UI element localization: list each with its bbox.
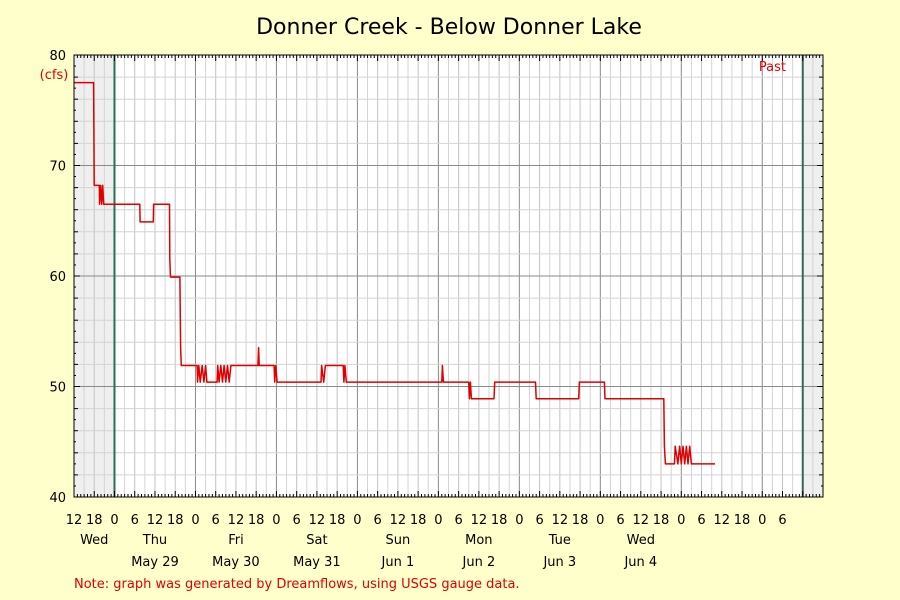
past-label: Past [759, 60, 786, 75]
x-tick-label: 0 [677, 513, 685, 528]
date-label: Jun 2 [462, 555, 496, 570]
y-tick-label: 60 [49, 270, 66, 285]
day-name-label: Wed [627, 533, 655, 548]
date-label: Jun 3 [542, 555, 576, 570]
y-tick-label: 70 [49, 160, 66, 175]
x-tick-label: 18 [86, 513, 103, 528]
x-tick-label: 6 [212, 513, 220, 528]
day-name-label: Thu [142, 533, 167, 548]
x-tick-label: 12 [390, 513, 407, 528]
x-tick-label: 0 [515, 513, 523, 528]
day-name-label: Tue [548, 533, 571, 548]
x-tick-label: 18 [491, 513, 508, 528]
x-tick-label: 18 [167, 513, 184, 528]
x-tick-label: 0 [758, 513, 766, 528]
x-tick-label: 6 [374, 513, 382, 528]
x-tick-label: 18 [572, 513, 589, 528]
x-tick-label: 0 [596, 513, 604, 528]
date-label: Jun 4 [623, 555, 657, 570]
day-name-label: Mon [465, 533, 492, 548]
x-tick-label: 12 [147, 513, 164, 528]
day-name-label: Sun [386, 533, 411, 548]
x-tick-label: 18 [329, 513, 346, 528]
x-tick-label: 0 [191, 513, 199, 528]
series-layer [74, 81, 715, 465]
x-tick-label: 12 [66, 513, 83, 528]
date-label: Jun 1 [381, 555, 415, 570]
flow-line [74, 81, 715, 465]
x-tick-label: 0 [434, 513, 442, 528]
day-name-label: Fri [228, 533, 244, 548]
x-tick-label: 0 [353, 513, 361, 528]
day-name-label: Sat [306, 533, 327, 548]
x-tick-label: 18 [734, 513, 751, 528]
x-tick-label: 6 [293, 513, 301, 528]
y-tick-label: 80 [49, 49, 66, 64]
x-tick-labels: 12 18 0 6 12 18 0 6 12 18 0 6 12 18 0 6 12 18 0 6 12 18 0 6 12 18… [66, 513, 787, 528]
x-tick-label: 6 [535, 513, 543, 528]
x-tick-label: 12 [714, 513, 731, 528]
y-tick-label: 50 [49, 381, 66, 396]
x-tick-label: 12 [471, 513, 488, 528]
x-tick-label: 12 [309, 513, 326, 528]
x-tick-label: 6 [697, 513, 705, 528]
date-label: May 30 [212, 555, 260, 570]
x-tick-label: 12 [228, 513, 245, 528]
grid-lines [73, 54, 824, 498]
x-tick-label: 6 [778, 513, 786, 528]
source-note: Note: graph was generated by Dreamflows,… [74, 577, 520, 592]
x-tick-label: 0 [272, 513, 280, 528]
y-tick-labels: 40 50 60 70 80 [49, 49, 66, 506]
x-tick-label: 12 [552, 513, 569, 528]
plot-frame [73, 54, 824, 498]
past-period-markers [113, 55, 804, 497]
x-tick-label: 12 [633, 513, 650, 528]
y-tick-label: 40 [49, 491, 66, 506]
x-tick-label: 6 [131, 513, 139, 528]
day-name-label: Wed [80, 533, 108, 548]
y-axis-unit-label: (cfs) [40, 68, 69, 83]
x-tick-label: 18 [653, 513, 670, 528]
x-tick-label: 18 [410, 513, 427, 528]
x-tick-label: 18 [248, 513, 265, 528]
x-tick-label: 0 [110, 513, 118, 528]
x-tick-label: 6 [616, 513, 624, 528]
x-tick-label: 6 [454, 513, 462, 528]
date-label: May 29 [131, 555, 179, 570]
chart-title: Donner Creek - Below Donner Lake [256, 15, 642, 40]
date-label: May 31 [293, 555, 341, 570]
day-labels: Wed Thu May 29 Fri May 30 Sat May 31 Sun Jun 1 Mo… [80, 533, 657, 570]
